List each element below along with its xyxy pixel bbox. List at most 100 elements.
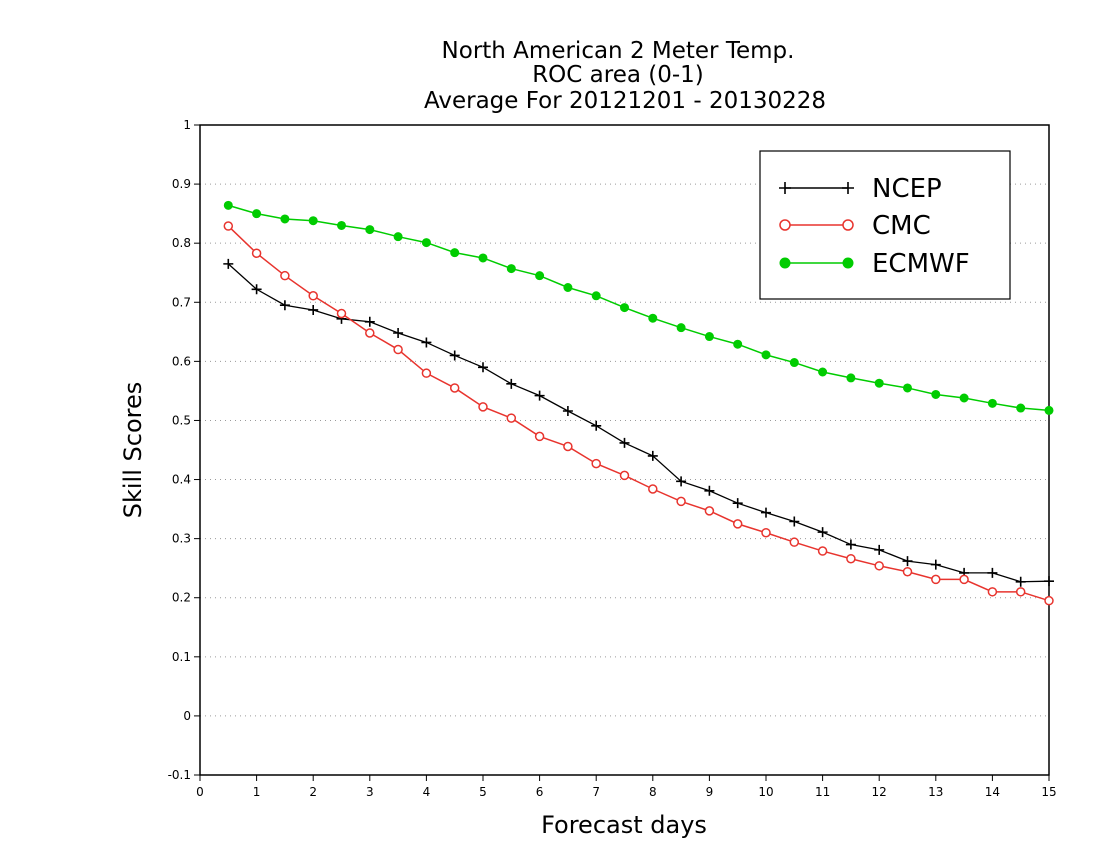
data-point-cmc xyxy=(534,431,545,442)
legend-marker-cmc xyxy=(842,219,854,231)
data-point-cmc xyxy=(902,566,913,577)
y-tick-label: 0.1 xyxy=(172,650,191,664)
legend-marker-ecmwf xyxy=(779,257,791,269)
data-point-ncep xyxy=(845,539,856,550)
y-tick-label: 0.6 xyxy=(172,354,191,368)
data-point-ecmwf xyxy=(506,264,516,274)
series-cmc xyxy=(223,221,1054,606)
data-point-cmc xyxy=(591,458,601,469)
data-point-ncep xyxy=(223,258,234,269)
data-point-ncep xyxy=(562,406,573,416)
x-tick-label: 8 xyxy=(649,785,657,799)
data-point-ecmwf xyxy=(421,238,431,248)
data-point-ecmwf xyxy=(761,350,771,360)
legend-item-cmc: CMC xyxy=(779,211,931,241)
data-point-ecmwf xyxy=(620,303,629,313)
data-point-cmc xyxy=(761,527,771,538)
y-tick-label: 0.2 xyxy=(172,591,191,605)
data-point-cmc xyxy=(732,519,743,529)
data-point-cmc xyxy=(619,470,630,481)
data-point-ecmwf xyxy=(874,378,884,388)
x-axis-label: Forecast days xyxy=(541,811,707,839)
data-point-ecmwf xyxy=(308,216,318,226)
data-point-ncep xyxy=(393,328,404,338)
data-point-ecmwf xyxy=(931,389,941,399)
data-point-ecmwf xyxy=(987,398,997,408)
x-tick-label: 15 xyxy=(1041,785,1056,799)
data-point-cmc xyxy=(648,484,658,494)
legend-marker-ecmwf xyxy=(842,257,854,269)
series-ncep xyxy=(223,258,1054,587)
x-tick-label: 5 xyxy=(479,785,487,799)
data-point-ecmwf xyxy=(789,358,799,368)
x-tick-label: 10 xyxy=(758,785,773,799)
data-point-ncep xyxy=(789,516,800,527)
y-tick-label: 0.5 xyxy=(172,413,191,427)
data-point-ncep xyxy=(421,337,432,348)
data-point-cmc xyxy=(365,328,375,338)
data-point-cmc xyxy=(1044,595,1054,606)
x-tick-label: 2 xyxy=(309,785,317,799)
data-point-ecmwf xyxy=(223,200,233,210)
data-point-ncep xyxy=(987,567,998,578)
data-point-ncep xyxy=(449,350,460,361)
data-point-cmc xyxy=(563,441,573,452)
data-point-ecmwf xyxy=(733,339,743,349)
data-point-cmc xyxy=(421,368,432,378)
data-point-ncep xyxy=(647,450,658,461)
data-point-ecmwf xyxy=(280,214,290,224)
y-tick-label: 0.8 xyxy=(172,236,191,250)
data-point-ncep xyxy=(1044,576,1054,587)
y-tick-label: 0.7 xyxy=(172,295,191,309)
data-point-ncep xyxy=(308,304,319,315)
data-point-cmc xyxy=(308,291,318,301)
data-point-ecmwf xyxy=(903,383,912,393)
data-point-ncep xyxy=(761,507,771,518)
data-point-ecmwf xyxy=(959,393,969,403)
y-tick-label: 0.9 xyxy=(172,177,191,191)
data-point-ecmwf xyxy=(648,313,658,323)
data-point-ncep xyxy=(534,390,545,401)
x-tick-label: 4 xyxy=(423,785,431,799)
plot-frame xyxy=(199,124,1050,776)
data-point-cmc xyxy=(846,553,856,564)
x-tick-label: 6 xyxy=(536,785,544,799)
data-point-ecmwf xyxy=(818,367,828,377)
data-point-ncep xyxy=(279,300,290,311)
data-point-ncep xyxy=(591,420,602,431)
title-line-2: ROC area (0-1) xyxy=(532,62,704,88)
data-point-ecmwf xyxy=(563,283,573,292)
title-line-3: Average For 20121201 - 20130228 xyxy=(424,88,826,114)
y-tick-label: -0.1 xyxy=(168,768,191,782)
axis-ticks: -0.100.10.20.30.40.50.60.70.80.910 1 2 3 4 5 6… xyxy=(168,118,1057,799)
data-point-cmc xyxy=(251,248,262,258)
data-point-ecmwf xyxy=(704,332,714,342)
x-tick-label: 14 xyxy=(985,785,1000,799)
series-line-ncep xyxy=(227,263,1050,583)
y-axis-label: Skill Scores xyxy=(119,382,147,519)
data-point-cmc xyxy=(1015,587,1026,597)
data-point-cmc xyxy=(336,308,347,319)
legend-item-ncep: NCEP xyxy=(779,174,942,204)
x-tick-label: 13 xyxy=(928,785,943,799)
x-tick-label: 0 xyxy=(196,785,204,799)
data-point-ecmwf xyxy=(535,271,545,281)
data-point-cmc xyxy=(506,413,517,423)
data-point-ecmwf xyxy=(1044,405,1054,415)
legend: NCEP CMC ECMWF xyxy=(759,150,1011,300)
data-point-cmc xyxy=(959,574,969,585)
data-point-ncep xyxy=(676,476,687,487)
x-tick-label: 3 xyxy=(366,785,374,799)
data-point-ecmwf xyxy=(393,232,403,242)
data-point-cmc xyxy=(478,402,488,412)
y-tick-label: 0.3 xyxy=(172,532,191,546)
x-tick-label: 12 xyxy=(872,785,887,799)
series-ecmwf xyxy=(223,200,1054,415)
data-point-ncep xyxy=(1015,576,1026,587)
legend-marker-cmc xyxy=(779,219,791,231)
title-line-1: North American 2 Meter Temp. xyxy=(442,38,795,64)
x-tick-label: 11 xyxy=(815,785,830,799)
x-tick-label: 9 xyxy=(706,785,714,799)
series-line-ecmwf xyxy=(228,204,1050,412)
